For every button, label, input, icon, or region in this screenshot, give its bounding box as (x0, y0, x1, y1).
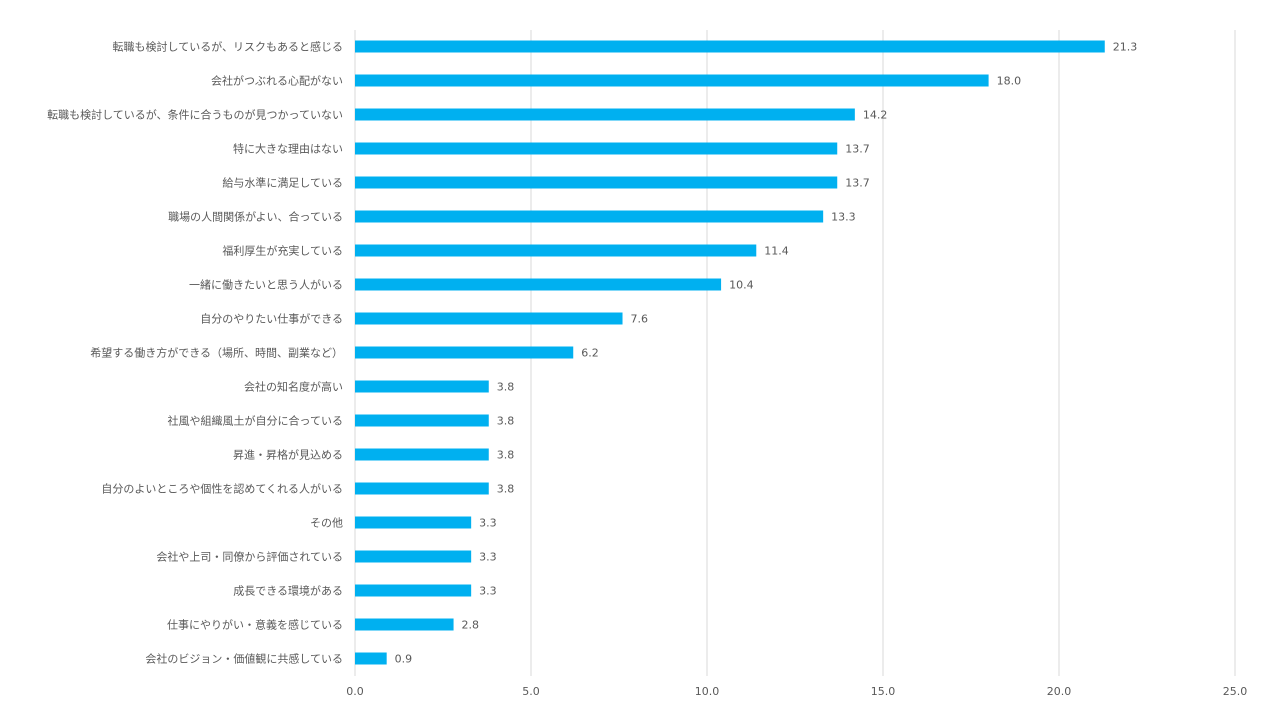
data-label: 3.8 (497, 483, 515, 496)
data-label: 13.7 (845, 177, 870, 190)
x-tick-label: 5.0 (522, 685, 540, 698)
data-label: 3.8 (497, 449, 515, 462)
data-label: 6.2 (581, 347, 599, 360)
x-tick-label: 20.0 (1047, 685, 1072, 698)
data-label: 13.3 (831, 211, 856, 224)
category-label: 社風や組織風土が自分に合っている (168, 414, 343, 428)
category-label: 昇進・昇格が見込める (233, 448, 343, 462)
data-label: 10.4 (729, 279, 754, 292)
x-tick-label: 15.0 (871, 685, 896, 698)
bar (355, 346, 574, 359)
bar (355, 652, 387, 665)
category-label: 特に大きな理由はない (233, 142, 343, 156)
bar (355, 618, 454, 631)
x-tick-label: 10.0 (695, 685, 720, 698)
category-label: 会社の知名度が高い (244, 380, 343, 394)
category-label: 仕事にやりがい・意義を感じている (167, 618, 343, 632)
bar (355, 448, 489, 461)
category-label: 自分のよいところや個性を認めてくれる人がいる (101, 482, 343, 496)
data-label: 14.2 (863, 109, 888, 122)
data-label: 3.3 (479, 551, 497, 564)
bar (355, 550, 472, 563)
data-label: 21.3 (1113, 41, 1138, 54)
data-label: 2.8 (462, 619, 480, 632)
data-label: 3.3 (479, 585, 497, 598)
category-label: 自分のやりたい仕事ができる (200, 312, 343, 326)
bar (355, 108, 855, 121)
x-tick-label: 25.0 (1223, 685, 1248, 698)
data-label: 3.3 (479, 517, 497, 530)
data-label: 7.6 (631, 313, 649, 326)
category-label: 給与水準に満足している (222, 176, 343, 190)
data-label: 13.7 (845, 143, 870, 156)
category-label: 福利厚生が充実している (222, 244, 343, 258)
data-label: 11.4 (764, 245, 789, 258)
bar (355, 176, 838, 189)
data-label: 3.8 (497, 381, 515, 394)
bar (355, 414, 489, 427)
bar (355, 244, 757, 257)
x-axis-tick-labels: 0.0 5.0 10.0 15.0 20.0 25.0 (346, 685, 1247, 698)
data-label: 0.9 (395, 653, 413, 666)
value-labels: 21.3 18.0 14.2 13.7 13.7 13.3 11.4 10.4 7.6 6.2 3.… (395, 41, 1138, 666)
x-tick-label: 0.0 (346, 685, 364, 698)
bars (355, 40, 1105, 665)
category-label: 会社のビジョン・価値観に共感している (145, 652, 343, 666)
category-label: その他 (310, 517, 343, 530)
category-label: 会社がつぶれる心配がない (211, 74, 343, 88)
category-label: 会社や上司・同僚から評価されている (156, 550, 343, 564)
category-labels: 転職も検討しているが、リスクもあると感じる会社がつぶれる心配がない転職も検討して… (47, 40, 343, 666)
bar (355, 380, 489, 393)
bar (355, 210, 824, 223)
bar (355, 482, 489, 495)
grid-lines (354, 30, 1236, 676)
category-label: 転職も検討しているが、リスクもあると感じる (113, 40, 343, 54)
category-label: 職場の人間関係がよい、合っている (168, 210, 343, 224)
bar (355, 516, 472, 529)
bar (355, 40, 1105, 53)
category-label: 希望する働き方ができる（場所、時間、副業など） (90, 346, 343, 360)
data-label: 3.8 (497, 415, 515, 428)
category-label: 成長できる環境がある (233, 584, 343, 598)
category-label: 転職も検討しているが、条件に合うものが見つかっていない (47, 108, 343, 122)
bar (355, 584, 472, 597)
data-label: 18.0 (997, 75, 1022, 88)
bar (355, 74, 989, 87)
category-label: 一緒に働きたいと思う人がいる (189, 278, 343, 292)
bar (355, 312, 623, 325)
bar (355, 278, 722, 291)
bar (355, 142, 838, 155)
